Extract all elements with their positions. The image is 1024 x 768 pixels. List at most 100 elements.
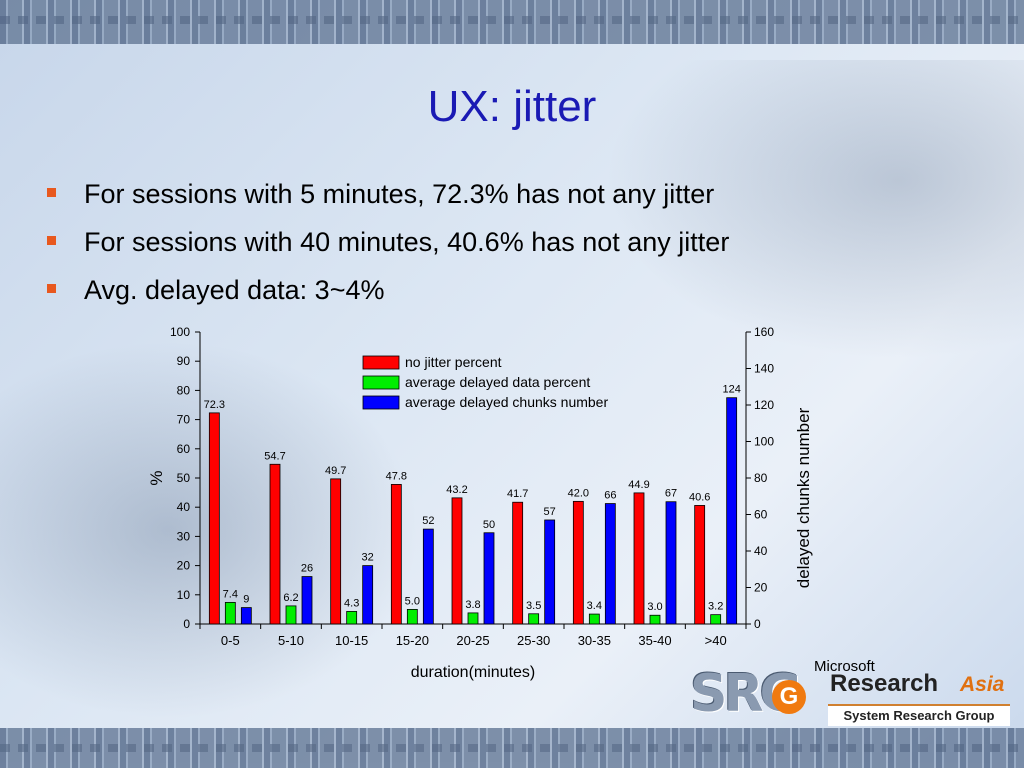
x-tick-label: 10-15	[335, 633, 368, 648]
right-tick-label: 60	[754, 508, 768, 522]
legend-label: average delayed data percent	[405, 374, 590, 390]
bar-0000ff	[544, 519, 556, 625]
bar-data-label: 7.4	[223, 588, 238, 600]
right-tick-label: 100	[754, 435, 774, 449]
left-tick-label: 60	[177, 442, 191, 456]
bar-0000ff	[726, 397, 738, 625]
slide-title: UX: jitter	[427, 82, 597, 131]
x-tick-label: 5-10	[278, 633, 304, 648]
left-tick-label: 50	[177, 471, 191, 485]
x-tick-label: 25-30	[517, 633, 550, 648]
square-bullet-icon	[47, 284, 56, 293]
bar-ff0000	[330, 478, 342, 625]
bullet-text: For sessions with 40 minutes, 40.6% has …	[84, 227, 730, 257]
x-tick-label: 30-35	[578, 633, 611, 648]
bullet-item: For sessions with 5 minutes, 72.3% has n…	[44, 174, 729, 222]
x-tick-label: 20-25	[456, 633, 489, 648]
bar-data-label: 72.3	[204, 399, 225, 411]
bar-00ee00	[528, 613, 540, 625]
bar-ff0000	[208, 412, 220, 625]
bar-data-label: 4.3	[344, 597, 359, 609]
left-tick-label: 10	[177, 588, 191, 602]
bar-ff0000	[390, 484, 402, 625]
bar-data-label: 32	[362, 552, 374, 564]
bar-0000ff	[422, 528, 434, 625]
bar-00ee00	[346, 611, 358, 625]
bar-ff0000	[451, 497, 463, 625]
bar-data-label: 43.2	[446, 484, 467, 496]
bullet-item: Avg. delayed data: 3~4%	[44, 270, 729, 318]
bar-data-label: 3.2	[708, 601, 723, 613]
bar-data-label: 9	[243, 594, 249, 606]
bar-0000ff	[665, 501, 677, 625]
legend-swatch	[362, 375, 400, 390]
right-tick-label: 20	[754, 581, 768, 595]
bullet-list: For sessions with 5 minutes, 72.3% has n…	[44, 174, 729, 318]
right-tick-label: 120	[754, 398, 774, 412]
left-tick-label: 80	[177, 383, 191, 397]
legend-swatch	[362, 395, 400, 410]
right-tick-label: 140	[754, 362, 774, 376]
left-tick-label: 70	[177, 413, 191, 427]
bar-0000ff	[240, 607, 252, 625]
bar-data-label: 54.7	[264, 450, 285, 462]
bar-data-label: 57	[544, 506, 556, 518]
legend-label: no jitter percent	[405, 354, 502, 370]
bar-data-label: 26	[301, 563, 313, 575]
bar-0000ff	[483, 532, 495, 625]
right-tick-label: 0	[754, 617, 761, 631]
x-tick-label: >40	[705, 633, 727, 648]
bar-data-label: 47.8	[386, 470, 407, 482]
g-circle-icon: G	[772, 680, 806, 714]
bar-data-label: 67	[665, 488, 677, 500]
bar-data-label: 44.9	[628, 479, 649, 491]
logo-asia-text: Asia	[960, 673, 1005, 696]
background-artwork-right	[604, 60, 1024, 360]
bullet-item: For sessions with 40 minutes, 40.6% has …	[44, 222, 729, 270]
left-tick-label: 100	[170, 325, 190, 339]
logo-research-text: Research	[830, 670, 939, 697]
bullet-text: For sessions with 5 minutes, 72.3% has n…	[84, 179, 715, 209]
x-tick-label: 35-40	[638, 633, 671, 648]
bar-00ee00	[649, 614, 661, 625]
x-axis-title: duration(minutes)	[411, 664, 536, 681]
bar-00ee00	[710, 614, 722, 625]
x-tick-label: 15-20	[396, 633, 429, 648]
right-tick-label: 160	[754, 325, 774, 339]
bar-00ee00	[406, 608, 418, 625]
left-tick-label: 40	[177, 500, 191, 514]
bar-data-label: 124	[722, 384, 740, 396]
left-tick-label: 30	[177, 529, 191, 543]
logo-group-text: System Research Group	[828, 704, 1010, 726]
bar-data-label: 6.2	[283, 592, 298, 604]
bar-ff0000	[269, 463, 281, 625]
bar-data-label: 3.4	[587, 600, 602, 612]
logo-microsoft-text: Microsoft	[814, 658, 875, 675]
bottom-decorative-band	[0, 728, 1024, 768]
bullet-text: Avg. delayed data: 3~4%	[84, 275, 385, 305]
left-tick-label: 90	[177, 354, 191, 368]
bar-data-label: 3.0	[647, 601, 662, 613]
bar-data-label: 3.5	[526, 600, 541, 612]
left-tick-label: 20	[177, 559, 191, 573]
bar-data-label: 50	[483, 519, 495, 531]
y-axis-title: %	[147, 470, 166, 485]
right-tick-label: 40	[754, 544, 768, 558]
left-tick-label: 0	[183, 617, 190, 631]
square-bullet-icon	[47, 188, 56, 197]
bar-data-label: 40.6	[689, 491, 710, 503]
right-tick-label: 80	[754, 471, 768, 485]
legend-swatch	[362, 355, 400, 370]
bar-ff0000	[512, 501, 524, 625]
bar-ff0000	[633, 492, 645, 625]
jitter-bar-chart: 0 10 20 30 40 50 60 70 80 90 100 0 20 40 60 80 100 120 140…	[147, 325, 813, 681]
bar-00ee00	[467, 612, 479, 625]
bar-00ee00	[285, 605, 297, 625]
msra-srg-logo: SRG G Microsoft Research Asia System Res…	[690, 656, 1020, 746]
bar-data-label: 42.0	[568, 487, 589, 499]
bar-data-label: 5.0	[405, 595, 420, 607]
bar-data-label: 52	[422, 515, 434, 527]
bar-ff0000	[572, 500, 584, 625]
bar-ff0000	[694, 505, 706, 625]
bar-0000ff	[362, 565, 374, 625]
